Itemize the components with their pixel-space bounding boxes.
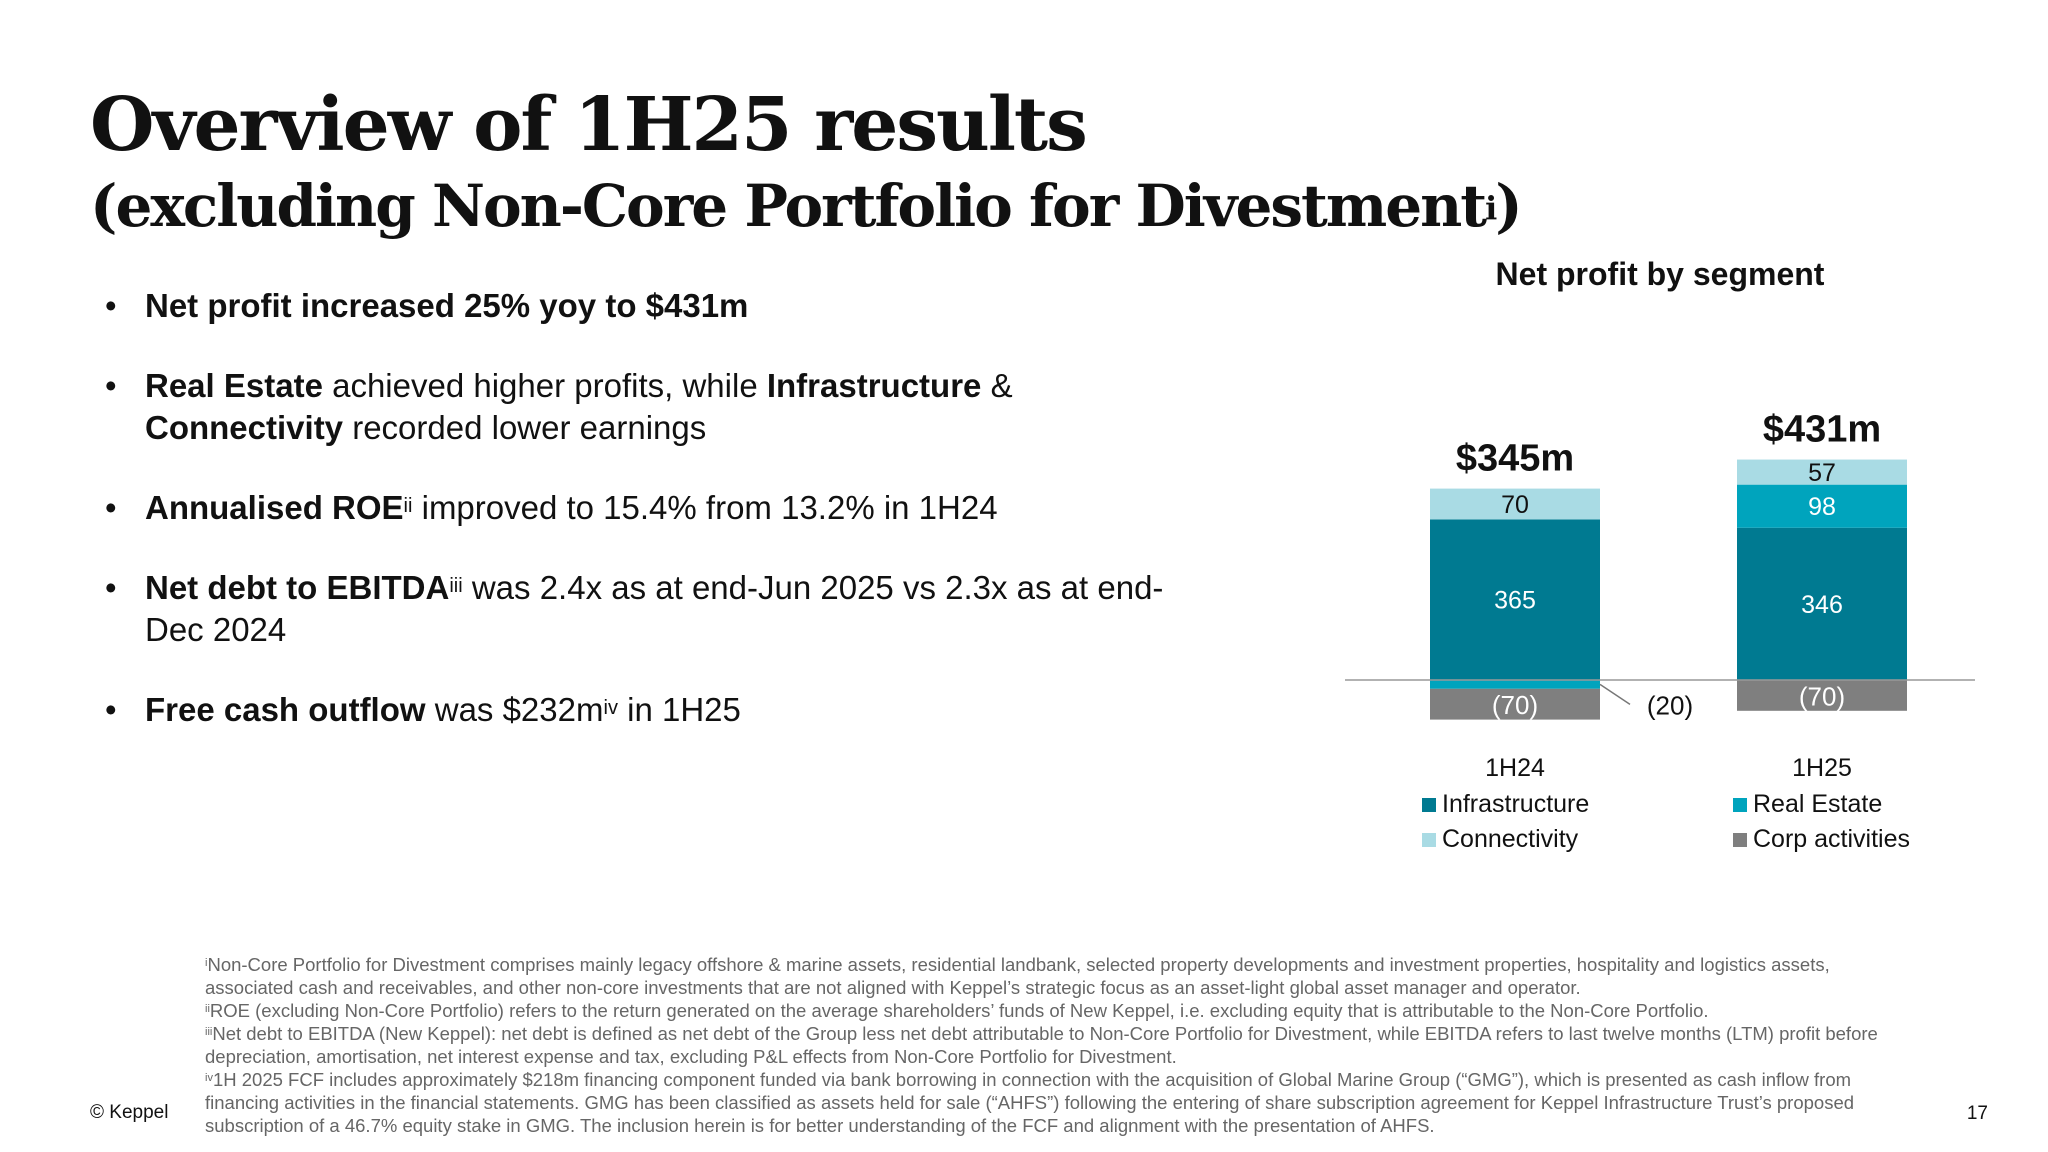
key-points-list: Net profit increased 25% yoy to $431m Re… xyxy=(105,285,1165,769)
legend-label: Connectivity xyxy=(1442,825,1579,853)
data-label: (20) xyxy=(1647,690,1693,720)
bar-infrastructure-1h25 xyxy=(1737,527,1907,680)
total-label: $431m xyxy=(1763,409,1881,451)
legend-swatch xyxy=(1733,798,1747,812)
data-label: 70 xyxy=(1501,491,1529,519)
legend-label: Real Estate xyxy=(1753,790,1882,818)
copyright: © Keppel xyxy=(90,1102,169,1123)
footnote-2: iiROE (excluding Non-Core Portfolio) ref… xyxy=(205,1000,1709,1021)
total-label: $345m xyxy=(1456,438,1574,480)
title-line-1: Overview of 1H25 results xyxy=(90,82,1088,168)
data-label: 365 xyxy=(1494,587,1536,615)
legend-swatch xyxy=(1422,833,1436,847)
data-label: (70) xyxy=(1799,681,1845,711)
bullet-roe: Annualised ROEii improved to 15.4% from … xyxy=(105,487,1165,529)
bar-real-estate-1h24 xyxy=(1430,680,1600,689)
bar-real-estate-1h25 xyxy=(1737,484,1907,528)
page-title: Overview of 1H25 results (excluding Non-… xyxy=(90,80,1523,242)
x-tick-label: 1H25 xyxy=(1792,754,1852,782)
legend-swatch xyxy=(1733,833,1747,847)
bullet-segments: Real Estate achieved higher profits, whi… xyxy=(105,365,1165,449)
bullet-net-debt: Net debt to EBITDAiii was 2.4x as at end… xyxy=(105,567,1165,651)
footnotes: iNon-Core Portfolio for Divestment compr… xyxy=(205,953,1915,1137)
legend-label: Infrastructure xyxy=(1442,790,1589,818)
data-label: 57 xyxy=(1808,459,1836,487)
data-label: 346 xyxy=(1801,591,1843,619)
bar-infrastructure-1h24 xyxy=(1430,519,1600,680)
x-tick-label: 1H24 xyxy=(1485,754,1545,782)
page-number: 17 xyxy=(1966,1103,1988,1124)
legend-label: Corp activities xyxy=(1753,825,1910,853)
legend-swatch xyxy=(1422,798,1436,812)
leader-line xyxy=(1599,683,1631,706)
net-profit-chart: Net profit by segment (20) (70) 365 70 $345m 1… xyxy=(1345,256,1975,853)
data-label: 98 xyxy=(1808,493,1836,521)
data-label: (70) xyxy=(1492,690,1538,720)
bullet-net-profit: Net profit increased 25% yoy to $431m xyxy=(105,285,1165,327)
bar-corp-activities-1h24 xyxy=(1430,688,1600,720)
bar-connectivity-1h24 xyxy=(1430,488,1600,520)
bar-corp-activities-1h25 xyxy=(1737,680,1907,711)
footnote-1: iNon-Core Portfolio for Divestment compr… xyxy=(205,954,1830,998)
bullet-free-cash: Free cash outflow was $232miv in 1H25 xyxy=(105,689,1165,731)
bar-connectivity-1h25 xyxy=(1737,459,1907,485)
footnote-3: iiiNet debt to EBITDA (New Keppel): net … xyxy=(205,1023,1878,1067)
footnote-4: iv1H 2025 FCF includes approximately $21… xyxy=(205,1069,1855,1136)
chart-title: Net profit by segment xyxy=(1496,256,1825,292)
title-line-2: (excluding Non-Core Portfolio for Divest… xyxy=(90,172,1523,240)
